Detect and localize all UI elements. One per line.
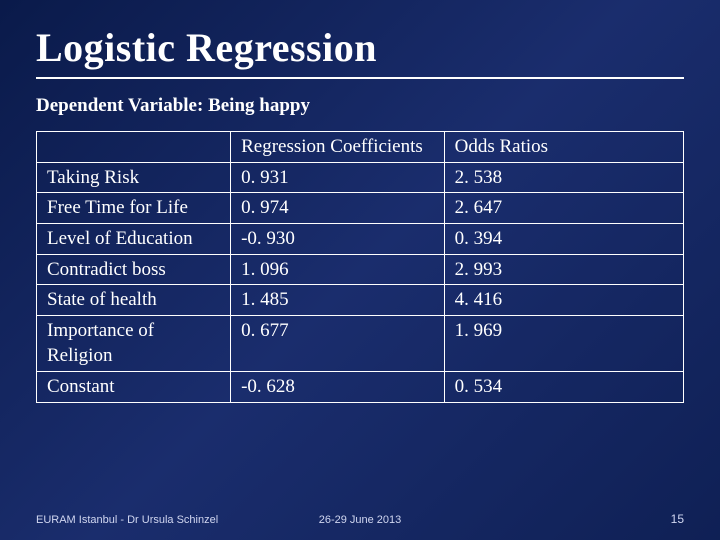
header-coef: Regression Coefficients	[231, 132, 445, 163]
row-label: Free Time for Life	[37, 193, 231, 224]
slide-title: Logistic Regression	[36, 24, 684, 71]
table-row: Importance of Religion 0. 677 1. 969	[37, 315, 684, 371]
slide-subtitle: Dependent Variable: Being happy	[36, 95, 684, 117]
row-coef: -0. 930	[231, 223, 445, 254]
row-label: Taking Risk	[37, 162, 231, 193]
slide: Logistic Regression Dependent Variable: …	[0, 0, 720, 540]
title-underline	[36, 77, 684, 79]
row-label: Level of Education	[37, 223, 231, 254]
row-coef: 0. 974	[231, 193, 445, 224]
row-label: Constant	[37, 372, 231, 403]
table-row: Free Time for Life 0. 974 2. 647	[37, 193, 684, 224]
row-odds: 1. 969	[444, 315, 683, 371]
row-label: Importance of Religion	[37, 315, 231, 371]
row-odds: 4. 416	[444, 285, 683, 316]
row-coef: 0. 677	[231, 315, 445, 371]
row-coef: 0. 931	[231, 162, 445, 193]
table-row: State of health 1. 485 4. 416	[37, 285, 684, 316]
table-header-row: Regression Coefficients Odds Ratios	[37, 132, 684, 163]
table-row: Taking Risk 0. 931 2. 538	[37, 162, 684, 193]
row-odds: 2. 993	[444, 254, 683, 285]
row-coef: 1. 096	[231, 254, 445, 285]
header-odds: Odds Ratios	[444, 132, 683, 163]
row-coef: -0. 628	[231, 372, 445, 403]
row-odds: 2. 538	[444, 162, 683, 193]
row-label: Contradict boss	[37, 254, 231, 285]
footer-date: 26-29 June 2013	[319, 514, 402, 526]
footer-page-number: 15	[671, 512, 684, 526]
regression-table: Regression Coefficients Odds Ratios Taki…	[36, 131, 684, 403]
row-odds: 2. 647	[444, 193, 683, 224]
row-odds: 0. 534	[444, 372, 683, 403]
table-row: Contradict boss 1. 096 2. 993	[37, 254, 684, 285]
table-row: Level of Education -0. 930 0. 394	[37, 223, 684, 254]
row-coef: 1. 485	[231, 285, 445, 316]
header-blank	[37, 132, 231, 163]
footer-author: EURAM Istanbul - Dr Ursula Schinzel	[36, 514, 218, 526]
footer: EURAM Istanbul - Dr Ursula Schinzel 26-2…	[36, 512, 684, 526]
row-label: State of health	[37, 285, 231, 316]
table-row: Constant -0. 628 0. 534	[37, 372, 684, 403]
row-odds: 0. 394	[444, 223, 683, 254]
